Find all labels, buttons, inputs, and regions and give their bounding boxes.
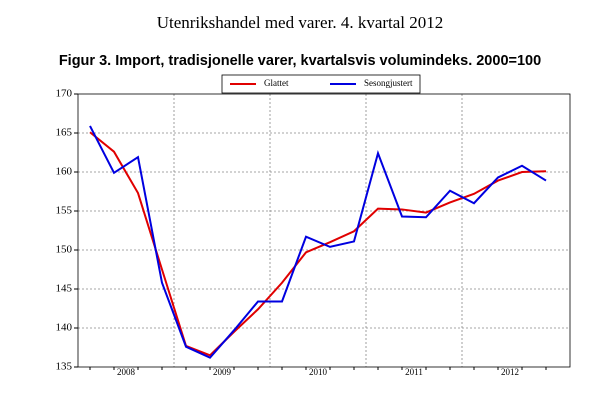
x-tick-label: 2010 [309,367,328,377]
x-tick-label: 2008 [117,367,136,377]
x-tick-label: 2009 [213,367,232,377]
y-tick-label: 150 [56,244,73,256]
y-tick-label: 140 [56,322,73,334]
legend-label: Glattet [264,78,289,88]
y-tick-label: 165 [56,127,73,139]
y-tick-label: 135 [56,361,73,373]
y-tick-label: 155 [56,205,73,217]
legend-box [221,74,421,94]
line [89,125,547,359]
x-tick-label: 2012 [501,367,519,377]
x-tick-label: 2011 [405,367,423,377]
y-tick-label: 145 [56,283,73,295]
y-tick-label: 160 [56,166,73,178]
plot-frame [77,93,571,368]
legend-label: Sesongjustert [364,78,413,88]
chart-title: Figur 3. Import, tradisjonelle varer, kv… [59,53,541,69]
line [89,131,547,357]
y-tick-label: 170 [56,88,73,100]
page-header: Utenrikshandel med varer. 4. kvartal 201… [157,13,444,32]
